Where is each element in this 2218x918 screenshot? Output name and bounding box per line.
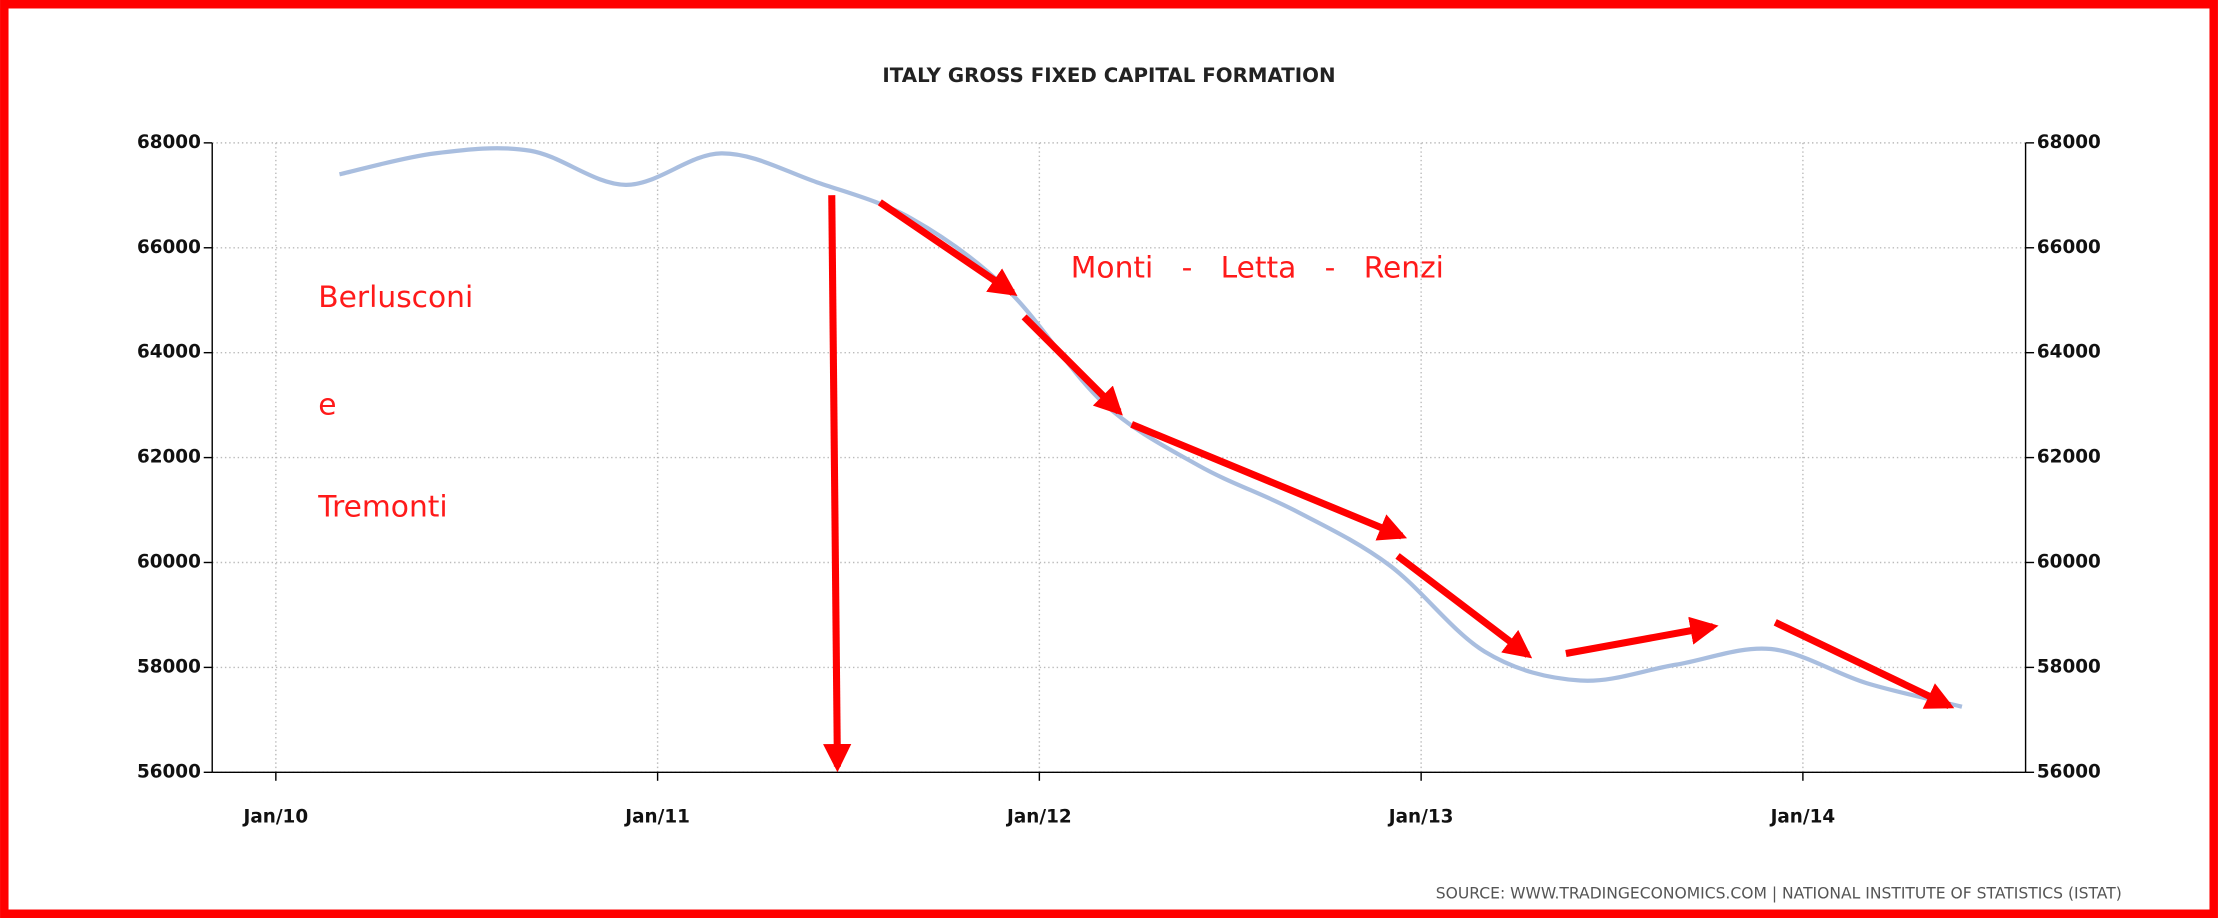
y2-tick-label: 68000 <box>2037 132 2101 153</box>
annotation: Berlusconi <box>318 280 473 315</box>
chart-title: ITALY GROSS FIXED CAPITAL FORMATION <box>882 64 1335 87</box>
y-tick-label: 68000 <box>137 132 201 153</box>
arrow <box>877 199 1018 296</box>
annotation: Tremonti <box>317 489 447 524</box>
arrows <box>823 195 1955 773</box>
source: SOURCE: WWW.TRADINGECONOMICS.COM | NATIO… <box>1436 884 2122 902</box>
y2-tick-label: 66000 <box>2037 237 2101 258</box>
x-tick-label: Jan/14 <box>1769 807 1836 828</box>
arrow <box>1395 553 1533 659</box>
annotation: Monti - Letta - Renzi <box>1071 250 1444 285</box>
data-line <box>339 146 1963 709</box>
y-tick-label: 60000 <box>137 551 201 572</box>
y-tick-label: 56000 <box>137 761 201 782</box>
x-tick-label: Jan/10 <box>242 807 309 828</box>
y2-tick-label: 62000 <box>2037 447 2101 468</box>
x-tick-label: Jan/11 <box>623 807 690 828</box>
arrow <box>823 195 852 773</box>
y-tick-label: 62000 <box>137 447 201 468</box>
arrow <box>1565 616 1719 657</box>
x-tick-label: Jan/13 <box>1387 807 1454 828</box>
y2-tick-label: 64000 <box>2037 342 2101 363</box>
arrow <box>1130 421 1408 541</box>
y2-tick-label: 60000 <box>2037 551 2101 572</box>
x-tick-label: Jan/12 <box>1005 807 1072 828</box>
arrow <box>1773 619 1955 710</box>
arrow <box>1021 314 1123 416</box>
annotation: e <box>318 387 336 422</box>
y-tick-label: 58000 <box>137 656 201 677</box>
y2-tick-label: 56000 <box>2037 761 2101 782</box>
y2-tick-label: 58000 <box>2037 656 2101 677</box>
y-tick-label: 64000 <box>137 342 201 363</box>
y-tick-label: 66000 <box>137 237 201 258</box>
